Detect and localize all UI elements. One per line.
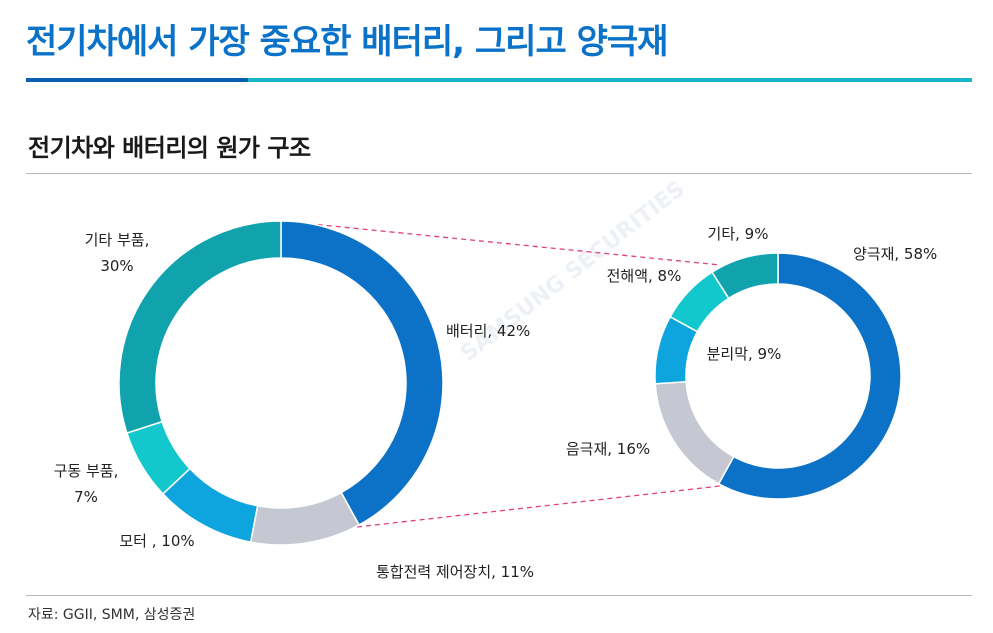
footer-divider	[26, 595, 972, 596]
vehicle-label-line: 7%	[74, 488, 98, 506]
vehicle-slice-1	[249, 491, 361, 546]
vehicle-label-통합전력-제어장치: 통합전력 제어장치, 11%	[376, 563, 534, 581]
vehicle-label-모터: 모터 , 10%	[119, 532, 194, 550]
vehicle-label-line: 구동 부품,	[54, 462, 119, 480]
vehicle-cost-donut	[118, 220, 444, 546]
battery-cost-labels: 양극재, 58% 음극재, 16% 분리막, 9% 전해액, 8% 기타, 9%	[566, 225, 937, 458]
vehicle-slice-4	[118, 220, 282, 435]
battery-cost-donut	[654, 252, 902, 500]
battery-label-음극재: 음극재, 16%	[566, 440, 650, 458]
vehicle-cost-labels: 배터리, 42% 통합전력 제어장치, 11% 모터 , 10% 구동 부품, 7% 기타…	[54, 231, 534, 581]
battery-slice-0	[717, 252, 902, 500]
battery-label-전해액: 전해액, 8%	[607, 267, 682, 285]
battery-label-양극재: 양극재, 58%	[853, 245, 937, 263]
title-underline-teal	[248, 78, 972, 82]
battery-label-기타: 기타, 9%	[708, 225, 769, 243]
battery-slice-4	[711, 252, 779, 300]
battery-label-분리막: 분리막, 9%	[707, 345, 782, 363]
page-title: 전기차에서 가장 중요한 배터리, 그리고 양극재	[26, 22, 668, 62]
connector-line-top	[281, 220, 721, 266]
connector-lines	[281, 220, 721, 528]
vehicle-label-line: 30%	[100, 257, 133, 275]
vehicle-label-구동-부품: 구동 부품, 7%	[54, 462, 119, 506]
source-note: 자료: GGII, SMM, 삼성증권	[28, 607, 196, 623]
chart-subtitle: 전기차와 배터리의 원가 구조	[28, 134, 311, 162]
title-underline-blue	[26, 78, 248, 82]
vehicle-label-배터리: 배터리, 42%	[446, 322, 530, 340]
vehicle-label-기타-부품: 기타 부품, 30%	[85, 231, 150, 275]
connector-line-bottom	[356, 485, 721, 528]
battery-slice-1	[654, 380, 735, 485]
vehicle-slice-0	[280, 220, 444, 526]
subtitle-divider	[26, 173, 972, 174]
vehicle-label-line: 기타 부품,	[85, 231, 150, 249]
